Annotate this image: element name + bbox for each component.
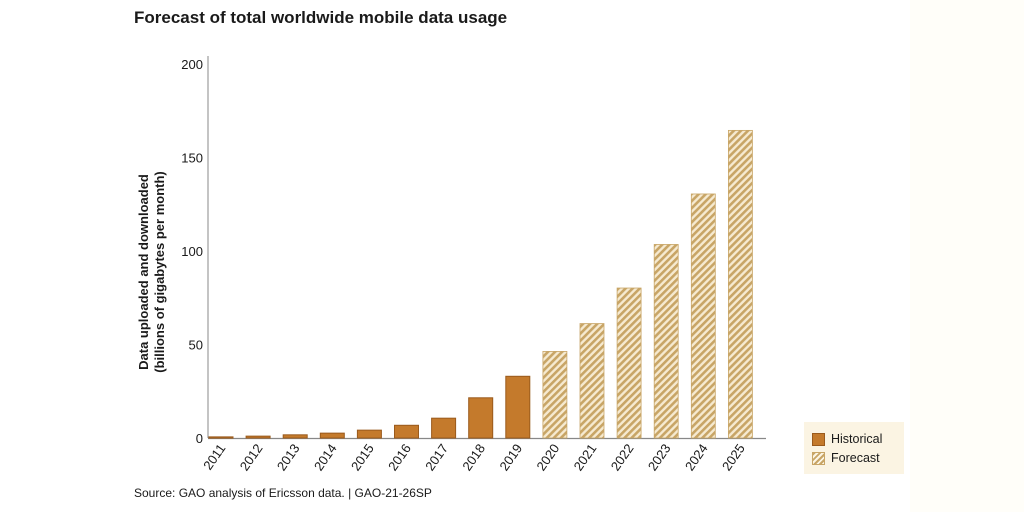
x-tick-label: 2022: [608, 441, 637, 473]
bar-2017: [431, 417, 457, 439]
bars: [208, 129, 753, 439]
x-tick-label: 2023: [645, 441, 674, 473]
bar-2013: [282, 434, 308, 439]
bar-2024: [690, 193, 716, 439]
y-tick-label: 0: [196, 431, 203, 446]
bar-2019: [505, 375, 531, 439]
x-tick-label: 2019: [496, 441, 525, 473]
legend-historical: Historical: [812, 431, 882, 447]
y-tick-label: 100: [181, 244, 203, 259]
bar-2011: [208, 436, 234, 439]
y-tick-label: 200: [181, 57, 203, 72]
x-tick-label: 2011: [200, 441, 228, 473]
y-axis-label-sub: (billions of gigabytes per month): [152, 171, 167, 373]
x-tick-label: 2018: [459, 441, 488, 473]
x-tick-label: 2025: [719, 441, 748, 473]
x-tick-label: 2021: [571, 441, 600, 473]
source-note: Source: GAO analysis of Ericsson data. |…: [134, 486, 432, 500]
bar-2016: [394, 424, 419, 439]
bar-2023: [653, 244, 679, 439]
chart-title: Forecast of total worldwide mobile data …: [134, 8, 508, 27]
bar-2018: [468, 397, 494, 439]
y-axis-label: Data uploaded and downloaded: [136, 174, 151, 370]
y-tick-label: 150: [181, 151, 203, 166]
x-tick-label: 2014: [311, 441, 340, 473]
bar-2015: [356, 429, 382, 439]
axes: [207, 56, 766, 440]
bar-2022: [616, 287, 642, 439]
bar-2020: [542, 351, 568, 439]
x-tick-label: 2024: [682, 441, 711, 473]
left-margin: [0, 0, 110, 512]
x-tick-label: 2013: [274, 441, 303, 473]
bar-2012: [245, 435, 271, 439]
x-tick-label: 2015: [348, 441, 377, 473]
legend-historical-label: Historical: [831, 432, 883, 446]
legend: Historical Forecast: [804, 422, 904, 474]
x-tick-label: 2016: [385, 441, 414, 473]
x-tick-label: 2012: [237, 441, 266, 473]
x-tick-label: 2020: [533, 441, 562, 473]
bar-2025: [728, 129, 753, 439]
x-tick-label: 2017: [422, 441, 451, 473]
legend-forecast: Forecast: [812, 450, 880, 466]
legend-forecast-label: Forecast: [831, 451, 880, 465]
right-margin: [910, 0, 1024, 512]
historical-swatch: [812, 432, 825, 446]
forecast-swatch: [812, 451, 825, 465]
bar-2021: [579, 323, 605, 439]
y-tick-label: 50: [189, 338, 203, 353]
bar-2014: [319, 432, 345, 439]
